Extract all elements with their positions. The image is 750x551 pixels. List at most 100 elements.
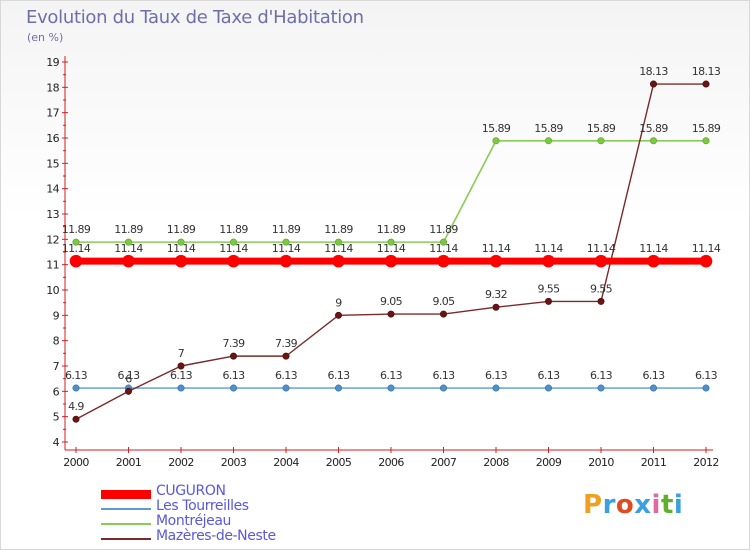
data-label: 11.14: [534, 242, 563, 255]
data-point: [332, 254, 345, 268]
data-label: 15.89: [534, 122, 563, 135]
data-point: [387, 384, 395, 392]
data-point: [72, 415, 80, 423]
data-label: 15.89: [639, 122, 668, 135]
data-label: 6.13: [222, 369, 245, 382]
data-label: 11.14: [324, 242, 353, 255]
data-point: [492, 137, 500, 145]
data-point: [282, 352, 290, 360]
data-point: [282, 238, 290, 246]
x-tick-label: 2006: [378, 456, 404, 469]
legend-swatch: [101, 538, 151, 540]
x-tick-label: 2000: [63, 456, 89, 469]
y-tick-label: 7: [53, 360, 60, 373]
data-label: 11.89: [272, 223, 301, 236]
data-label: 11.89: [167, 223, 196, 236]
data-point: [174, 254, 188, 268]
data-label: 11.14: [692, 242, 721, 255]
y-tick-label: 10: [46, 284, 59, 297]
data-point: [334, 238, 342, 246]
data-label: 6.13: [380, 369, 403, 382]
legend-label: Mazères-de-Neste: [156, 528, 276, 544]
y-tick-label: 4: [53, 436, 60, 449]
data-point: [387, 310, 395, 318]
data-point: [230, 384, 238, 392]
data-label: 6.13: [432, 369, 455, 382]
data-point: [544, 137, 552, 145]
data-label: 7: [178, 347, 185, 360]
data-label: 11.14: [587, 242, 616, 255]
x-tick-label: 2010: [588, 456, 614, 469]
data-point: [649, 137, 657, 145]
data-point: [492, 303, 500, 311]
data-point: [649, 384, 657, 392]
data-point: [227, 254, 240, 268]
data-point: [597, 297, 605, 305]
data-label: 6.13: [642, 369, 665, 382]
data-point: [542, 254, 555, 268]
proxiti-logo: Proxiti: [583, 490, 684, 520]
data-label: 7.39: [275, 337, 298, 350]
legend-item: Montréjeau: [101, 513, 361, 532]
y-tick-label: 14: [46, 183, 59, 196]
x-tick-label: 2009: [536, 456, 562, 469]
data-label: 6.13: [590, 369, 613, 382]
data-label: 11.14: [167, 242, 196, 255]
data-point: [489, 254, 503, 268]
y-tick-label: 6: [53, 385, 60, 398]
data-label: 9.55: [590, 282, 613, 295]
data-point: [230, 352, 238, 360]
data-point: [177, 384, 185, 392]
data-point: [125, 387, 133, 395]
data-label: 6.13: [170, 369, 193, 382]
data-label: 11.14: [429, 242, 458, 255]
y-tick-label: 8: [53, 335, 60, 348]
data-label: 9: [335, 296, 342, 309]
x-tick-label: 2002: [168, 456, 194, 469]
data-label: 11.14: [219, 242, 248, 255]
data-label: 11.89: [219, 223, 248, 236]
data-point: [334, 311, 342, 319]
data-point: [279, 254, 293, 268]
legend-swatch: [101, 489, 151, 499]
legend-label: CUGURON: [156, 483, 226, 499]
y-tick-label: 9: [53, 309, 60, 322]
y-tick-label: 19: [46, 56, 59, 69]
data-label: 6.13: [117, 369, 140, 382]
data-label: 11.14: [114, 242, 143, 255]
y-tick-label: 16: [46, 132, 59, 145]
y-tick-label: 12: [46, 233, 59, 246]
data-label: 11.89: [62, 223, 91, 236]
legend-item: Mazères-de-Neste: [101, 528, 361, 547]
data-point: [437, 254, 450, 268]
data-point: [492, 384, 500, 392]
data-label: 15.89: [482, 122, 511, 135]
data-label: 9.55: [537, 282, 560, 295]
data-point: [594, 254, 608, 268]
y-tick-label: 17: [46, 107, 59, 120]
data-point: [439, 238, 447, 246]
data-point: [334, 384, 342, 392]
legend-label: Les Tourreilles: [156, 498, 249, 514]
data-point: [647, 254, 660, 268]
legend-swatch: [101, 508, 151, 510]
data-point: [177, 362, 185, 370]
data-label: 11.89: [377, 223, 406, 236]
y-tick-label: 11: [46, 259, 59, 272]
data-label: 7.39: [222, 337, 245, 350]
data-label: 6.13: [65, 369, 88, 382]
x-tick-label: 2001: [116, 456, 142, 469]
data-point: [384, 254, 398, 268]
data-point: [544, 384, 552, 392]
data-point: [597, 137, 605, 145]
x-tick-label: 2008: [483, 456, 509, 469]
legend-label: Montréjeau: [156, 513, 232, 529]
data-point: [69, 254, 83, 268]
x-tick-label: 2003: [221, 456, 247, 469]
y-tick-label: 15: [46, 157, 59, 170]
data-point: [72, 384, 80, 392]
y-tick-label: 18: [46, 81, 59, 94]
data-point: [702, 80, 710, 88]
